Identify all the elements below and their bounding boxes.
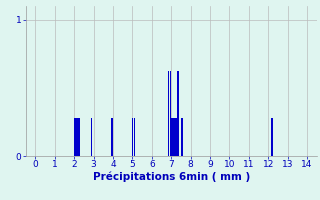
Bar	[91, 118, 92, 156]
Bar	[78, 118, 80, 156]
Bar	[177, 71, 179, 156]
Bar	[175, 118, 177, 156]
Bar	[132, 118, 133, 156]
Bar	[173, 118, 175, 156]
Bar	[271, 118, 273, 156]
X-axis label: Précipitations 6min ( mm ): Précipitations 6min ( mm )	[92, 172, 250, 182]
Bar	[181, 118, 182, 156]
Bar	[168, 71, 169, 156]
Bar	[170, 71, 171, 156]
Bar	[75, 118, 76, 156]
Bar	[134, 118, 135, 156]
Bar	[76, 118, 78, 156]
Bar	[172, 118, 173, 156]
Bar	[111, 118, 113, 156]
